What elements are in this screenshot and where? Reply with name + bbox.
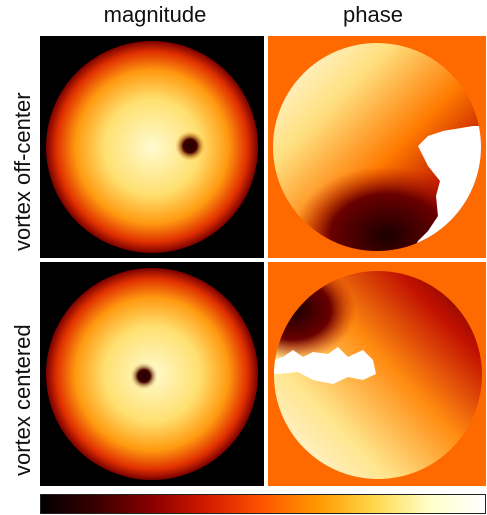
- phase-centered-panel: [268, 262, 486, 486]
- magnitude-centered-panel: [40, 262, 264, 486]
- vortex-core-off-center: [175, 131, 205, 161]
- vortex-core-centered: [130, 362, 158, 390]
- column-label-magnitude: magnitude: [103, 2, 207, 27]
- phase-discontinuity: [274, 347, 376, 384]
- magnitude-disk: [46, 41, 258, 253]
- magnitude-off-center-panel: [40, 36, 264, 258]
- row-label-off-center: vortex off-center: [10, 92, 35, 251]
- row-label-centered: vortex centered: [10, 324, 35, 476]
- colorbar: [40, 494, 486, 514]
- phase-off-center-panel: [268, 36, 486, 258]
- column-label-phase: phase: [343, 2, 403, 27]
